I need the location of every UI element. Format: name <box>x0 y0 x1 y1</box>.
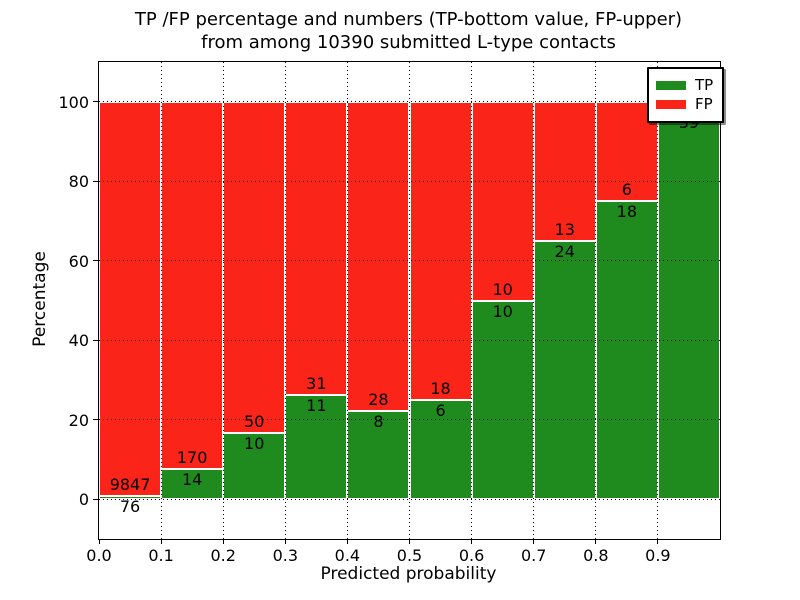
tp-count-label: 24 <box>554 242 575 262</box>
bar-segment-tp <box>533 241 596 500</box>
x-tick-mark <box>471 539 473 544</box>
tp-count-label: 10 <box>244 434 265 453</box>
y-tick-label: 100 <box>58 92 89 112</box>
vertical-gridline <box>595 62 597 539</box>
x-tick-label: 0.5 <box>396 546 423 565</box>
legend-item-tp: TP <box>656 77 713 94</box>
bar-segment-tp <box>347 410 410 500</box>
x-tick-mark <box>222 539 224 544</box>
fp-count-label: 28 <box>368 389 389 409</box>
y-tick-mark <box>93 419 98 421</box>
chart-title: TP /FP percentage and numbers (TP-bottom… <box>98 8 719 54</box>
plot-area: TP FP 9847 76 170 14 50 10 31 11 28 8 18 6 10 10 13 24 6… <box>58 61 725 565</box>
legend-label-tp: TP <box>695 76 714 94</box>
bar-segment-fp <box>409 101 472 400</box>
bar-segment-fp <box>161 101 224 470</box>
x-tick-label: 0.2 <box>210 546 236 565</box>
vertical-gridline <box>160 62 162 539</box>
x-tick-mark <box>409 539 410 544</box>
y-tick-mark <box>93 498 98 500</box>
bar-segment-tp <box>285 395 348 500</box>
y-tick-label: 20 <box>68 410 89 430</box>
x-tick-mark <box>657 539 659 544</box>
x-tick-label: 0.6 <box>458 546 485 565</box>
x-tick-mark <box>98 539 100 544</box>
y-tick-mark <box>93 339 98 341</box>
x-tick-label: 0.7 <box>520 546 547 565</box>
fp-count-label: 18 <box>430 378 451 398</box>
tp-count-label: 6 <box>435 400 446 420</box>
y-tick-mark <box>93 180 98 182</box>
legend: TP FP <box>647 67 725 123</box>
vertical-gridline <box>471 62 473 539</box>
x-tick-label: 0.8 <box>583 546 609 565</box>
tp-count-label: 10 <box>492 301 513 321</box>
bar-segment-tp <box>161 469 224 500</box>
fp-count-label: 9847 <box>109 475 151 495</box>
fp-count-label: 50 <box>244 412 265 431</box>
x-tick-label: 0.9 <box>645 546 671 565</box>
fp-count-label: 6 <box>621 180 632 200</box>
x-tick-label: 0.0 <box>86 546 112 565</box>
bar-segment-tp <box>471 300 534 500</box>
bar-segment-tp <box>409 399 472 500</box>
vertical-gridline <box>222 62 224 539</box>
bar-segment-fp <box>223 101 286 433</box>
legend-item-fp: FP <box>656 96 713 113</box>
x-axis-label: Predicted probability <box>320 564 497 584</box>
fp-count-label: 170 <box>176 448 208 468</box>
x-tick-mark <box>284 539 286 544</box>
fp-color-swatch <box>656 100 686 109</box>
bar-segment-tp <box>99 496 162 500</box>
x-tick-label: 0.4 <box>334 546 361 565</box>
tp-count-label: 18 <box>616 202 638 222</box>
x-tick-label: 0.1 <box>148 546 174 565</box>
bar-segment-tp <box>657 111 720 500</box>
bar-segment-tp <box>223 433 286 500</box>
x-tick-label: 0.3 <box>272 546 299 565</box>
fp-count-label: 13 <box>554 220 575 240</box>
x-tick-mark <box>533 539 535 544</box>
y-tick-label: 80 <box>68 172 89 192</box>
bar-segment-fp <box>285 101 348 396</box>
bar-segment-tp <box>595 201 658 500</box>
vertical-gridline <box>409 62 410 539</box>
vertical-gridline <box>533 62 535 539</box>
vertical-gridline <box>284 62 286 539</box>
bar-segment-fp <box>347 101 410 411</box>
legend-label-fp: FP <box>695 95 713 113</box>
bar-segment-fp <box>533 101 596 242</box>
bar-segment-fp <box>99 101 162 497</box>
fp-count-label: 31 <box>306 374 327 394</box>
chart-title-line2: from among 10390 submitted L-type contac… <box>201 32 616 53</box>
y-tick-mark <box>93 260 98 262</box>
tp-count-label: 76 <box>119 497 141 517</box>
y-tick-label: 40 <box>68 331 89 351</box>
fp-count-label: 10 <box>492 279 513 299</box>
bar-segment-fp <box>471 101 534 301</box>
tp-count-label: 11 <box>306 396 327 416</box>
vertical-gridline <box>657 62 659 539</box>
y-tick-label: 0 <box>78 490 89 510</box>
tp-color-swatch <box>656 81 686 90</box>
y-tick-label: 60 <box>68 251 89 271</box>
x-tick-mark <box>346 539 348 544</box>
x-tick-mark <box>160 539 162 544</box>
tp-count-label: 8 <box>373 411 384 431</box>
x-tick-mark <box>595 539 597 544</box>
y-tick-mark <box>93 101 98 103</box>
tp-count-label: 14 <box>181 470 203 489</box>
chart-title-line1: TP /FP percentage and numbers (TP-bottom… <box>134 9 683 30</box>
vertical-gridline <box>346 62 348 539</box>
